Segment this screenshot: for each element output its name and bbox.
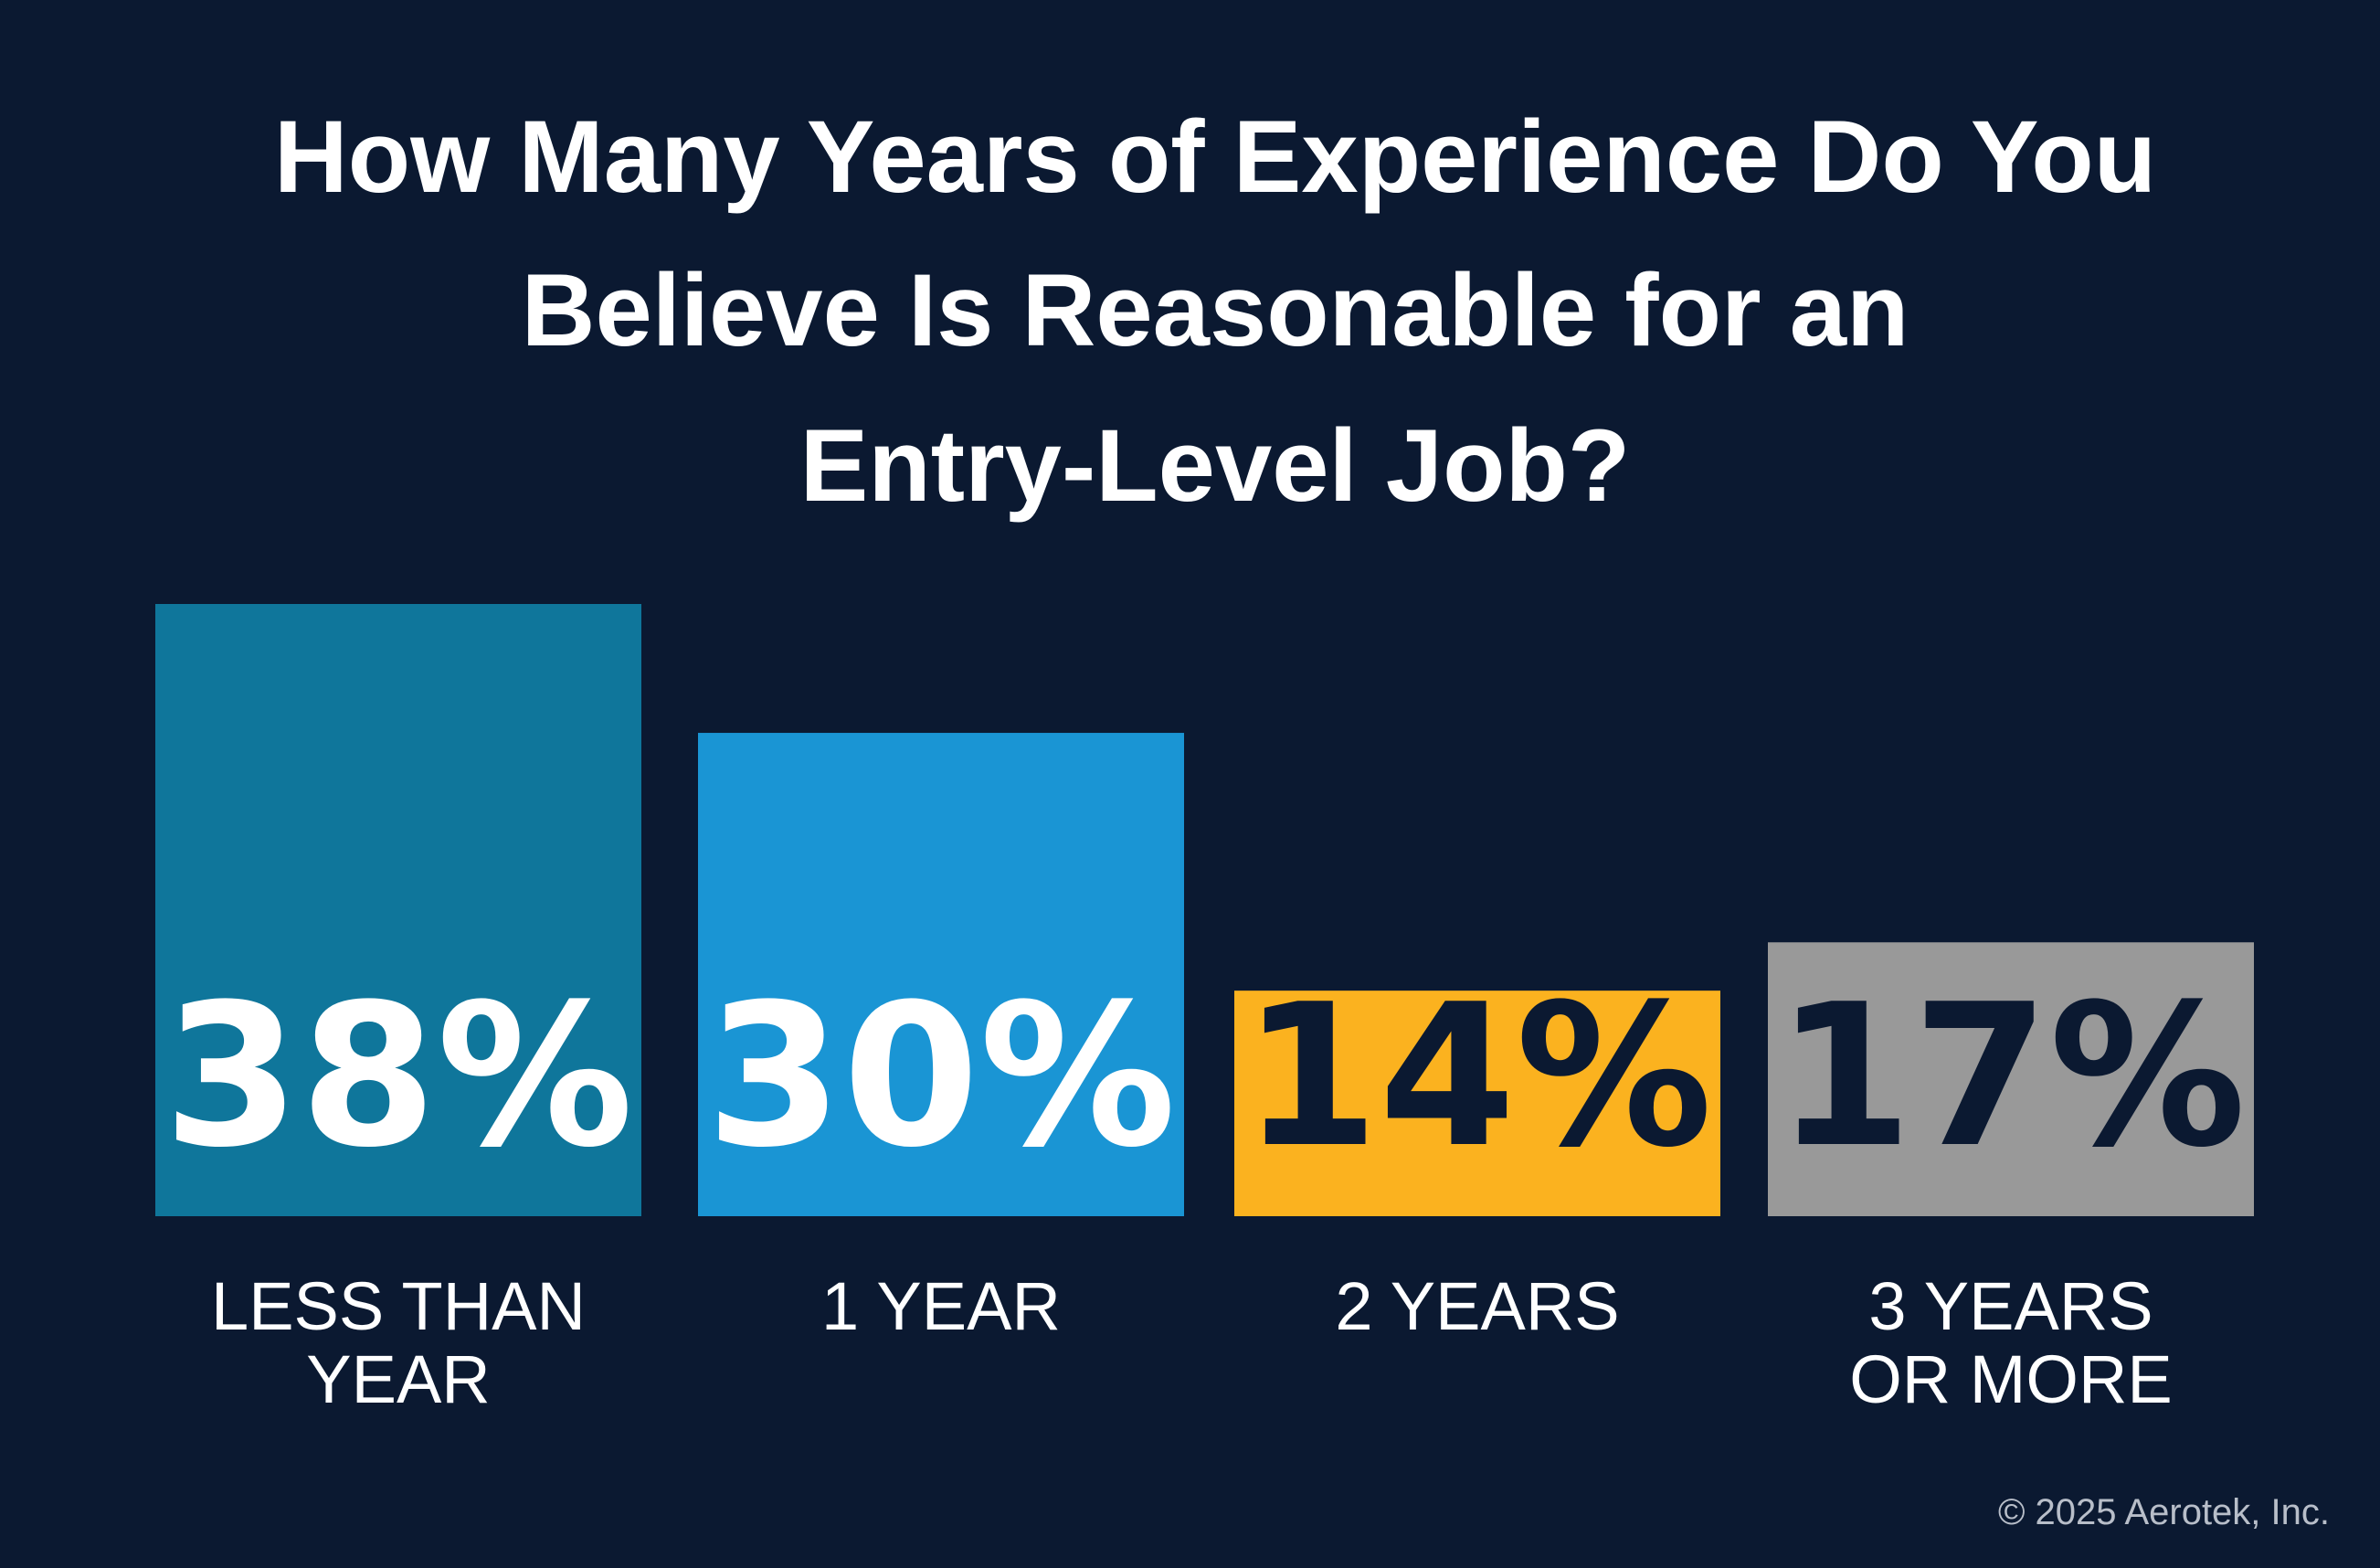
category-label-4-line-2: OR MORE [1849,1341,2173,1417]
category-label-2-line-1: 1 YEAR [821,1268,1061,1344]
value-label-4: 17% [1776,961,2247,1191]
value-label-2: 30% [706,961,1177,1191]
category-label-4-line-1: 3 YEARS [1868,1268,2153,1344]
category-label-3-line-1: 2 YEARS [1335,1268,1619,1344]
bars-group [155,604,2254,1216]
value-label-3: 14% [1243,961,1713,1191]
title-line-1: How Many Years of Experience Do You [274,100,2156,214]
chart-title: How Many Years of Experience Do You Beli… [274,100,2156,523]
value-label-1: 38% [164,961,634,1191]
copyright-text: © 2025 Aerotek, Inc. [1998,1492,2330,1532]
bar-4 [1768,942,2254,1216]
title-line-2: Believe Is Reasonable for an [522,253,1909,367]
title-line-3: Entry-Level Job? [800,408,1631,523]
bar-1 [155,604,641,1216]
category-label-1-line-1: LESS THAN [211,1268,586,1344]
value-labels-group: 38% 30% 14% 17% [164,961,2247,1191]
bar-3 [1234,991,1720,1216]
bar-2 [698,733,1184,1216]
category-label-1-line-2: YEAR [306,1341,491,1417]
